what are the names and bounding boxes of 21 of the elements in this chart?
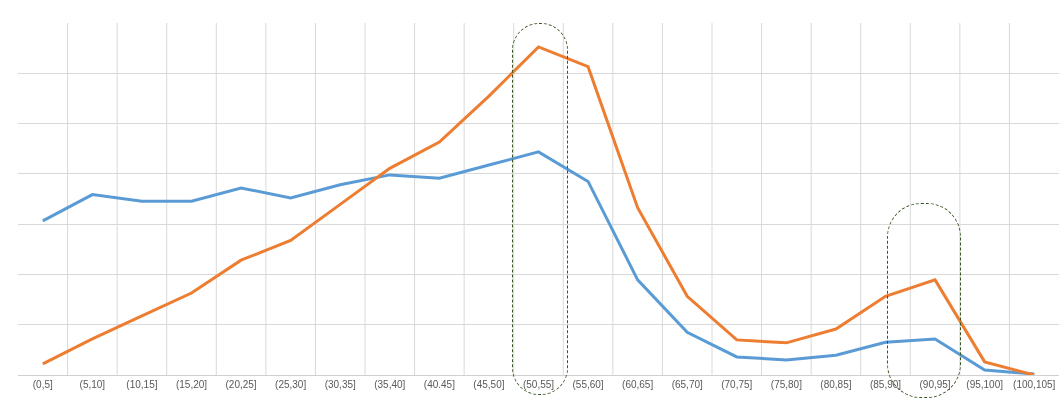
x-tick-label: (75,80]: [770, 379, 803, 390]
x-tick-label: (100,105]: [1013, 379, 1056, 390]
x-tick-label: (80,85]: [820, 379, 852, 390]
x-tick-label: (0,5]: [32, 379, 54, 390]
x-tick-label: (15,20]: [175, 379, 208, 390]
x-tick-label: (30,35]: [324, 379, 356, 390]
x-tick-label: (45,50]: [473, 379, 505, 390]
x-tick-label: (20,25]: [225, 379, 257, 390]
x-tick-label: (35,40]: [374, 379, 406, 390]
x-tick-label: (55,60]: [572, 379, 604, 390]
x-tick-label: (25,30]: [275, 379, 307, 390]
x-tick-label: (10,15]: [126, 379, 158, 390]
x-tick-label: (50,55]: [522, 379, 555, 390]
x-tick-label: (5,10]: [79, 379, 106, 390]
x-tick-label: (90,95]: [919, 379, 951, 390]
x-tick-label: (60,65]: [622, 379, 654, 390]
x-tick-label: (40.45]: [423, 379, 456, 390]
x-tick-label: (65,70]: [671, 379, 703, 390]
x-tick-label: (70,75]: [721, 379, 753, 390]
x-tick-label: (95,100]: [966, 379, 1004, 390]
x-tick-label: (85,90]: [869, 379, 902, 390]
